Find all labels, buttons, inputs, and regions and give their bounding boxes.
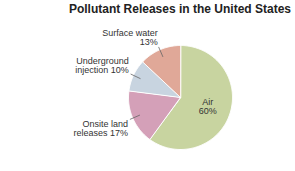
svg-text:Air60%: Air60% xyxy=(199,97,217,116)
svg-text:Surface water13%: Surface water13% xyxy=(102,28,158,47)
svg-text:Undergroundinjection 10%: Undergroundinjection 10% xyxy=(75,56,129,75)
html-text:Pollutant Releases in the Unit: Pollutant Releases in the United States xyxy=(68,2,291,16)
svg-text:Onsite landreleases 17%: Onsite landreleases 17% xyxy=(73,119,128,138)
